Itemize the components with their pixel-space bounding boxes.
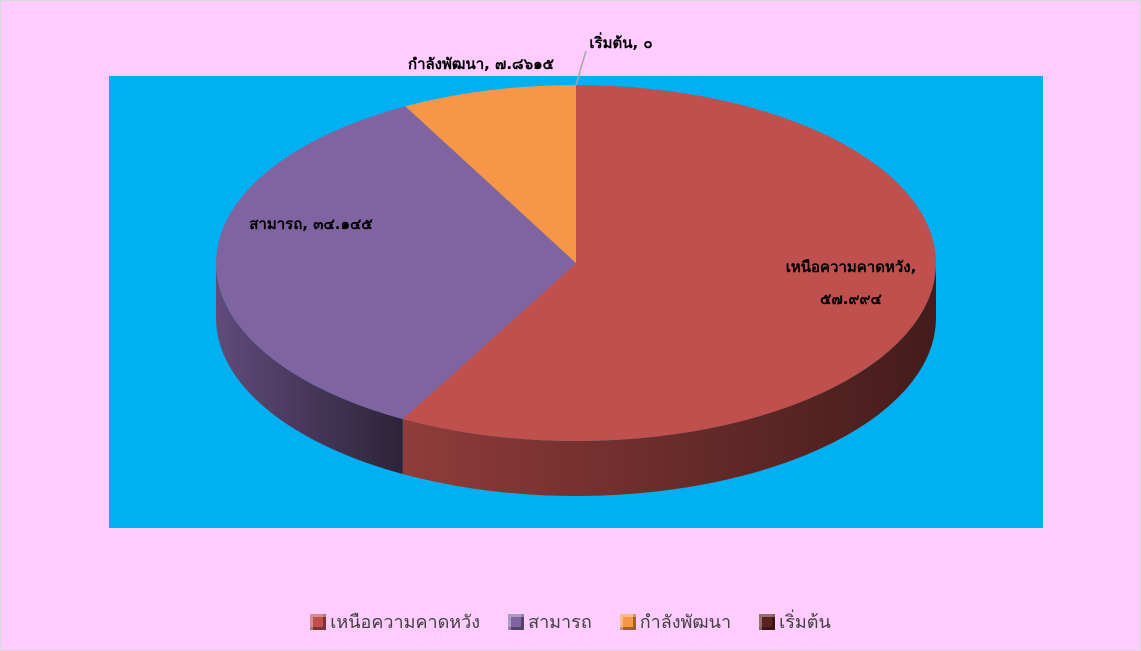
data-label: เหนือความคาดหวัง, ๕๗.๙๙๔ <box>785 258 917 308</box>
legend-item: สามารถ <box>508 607 592 636</box>
legend-label: เหนือความคาดหวัง <box>330 612 481 633</box>
legend-label: เริ่มต้น <box>779 612 831 633</box>
legend-swatch <box>619 613 636 630</box>
slice-side <box>216 263 403 475</box>
legend-label: กำลังพัฒนา <box>639 612 732 633</box>
legend-swatch <box>508 613 525 630</box>
legend-label: สามารถ <box>528 612 592 633</box>
slice-sides <box>216 263 936 496</box>
slice <box>216 106 576 420</box>
slice <box>402 85 936 441</box>
legend-item: เริ่มต้น <box>759 607 831 636</box>
data-label: สามารถ, ๓๔.๑๔๕ <box>249 215 373 233</box>
slice <box>405 85 576 263</box>
legend-swatch <box>759 613 776 630</box>
legend-item: เหนือความคาดหวัง <box>310 607 480 636</box>
legend: เหนือความคาดหวัง สามารถ กำลังพัฒนา เริ่มต้น <box>1 607 1140 636</box>
slice-side <box>402 263 936 496</box>
data-label: เริ่มต้น, ๐ <box>589 34 653 52</box>
legend-item: กำลังพัฒนา <box>619 607 732 636</box>
legend-swatch <box>310 613 327 630</box>
data-label: กำลังพัฒนา, ๗.๘๖๑๕ <box>407 55 554 73</box>
leader-line <box>575 50 587 86</box>
slice-tops <box>216 85 936 441</box>
